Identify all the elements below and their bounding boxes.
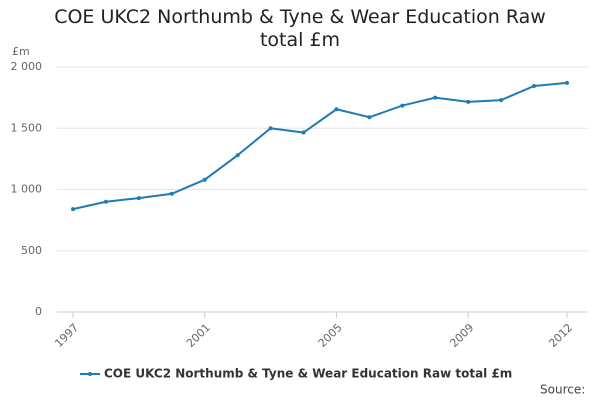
legend-marker: [88, 372, 92, 376]
data-point: [103, 199, 108, 204]
data-point: [499, 98, 504, 103]
data-point: [268, 126, 273, 131]
data-point: [169, 191, 174, 196]
data-point: [532, 83, 537, 88]
source: Source:: [540, 383, 585, 397]
x-tick-label: 2012: [546, 321, 575, 350]
data-point: [301, 130, 306, 135]
chart-title: COE UKC2 Northumb & Tyne & Wear Educatio…: [54, 6, 546, 51]
data-point: [334, 107, 339, 112]
y-axis-label: £m: [12, 45, 30, 58]
y-tick-label: 0: [35, 305, 42, 318]
y-tick-label: 1 000: [11, 183, 43, 196]
data-point: [367, 115, 372, 120]
data-line: [72, 81, 568, 211]
x-tick-label: 2005: [316, 321, 345, 350]
x-tick-label: 1997: [52, 321, 81, 350]
y-tick-label: 1 500: [11, 121, 43, 134]
data-point: [235, 153, 240, 158]
data-point: [202, 177, 207, 182]
x-tick-label: 2001: [184, 321, 213, 350]
data-point: [136, 196, 141, 201]
y-tick-label: 2 000: [11, 60, 43, 73]
data-point: [466, 99, 471, 104]
data-point: [71, 207, 75, 212]
data-point: [565, 80, 569, 85]
y-tick-label: 500: [21, 244, 42, 257]
data-point: [400, 103, 405, 108]
legend-label: COE UKC2 Northumb & Tyne & Wear Educatio…: [104, 367, 512, 381]
data-point: [433, 95, 438, 100]
x-tick-label: 2009: [447, 321, 476, 350]
